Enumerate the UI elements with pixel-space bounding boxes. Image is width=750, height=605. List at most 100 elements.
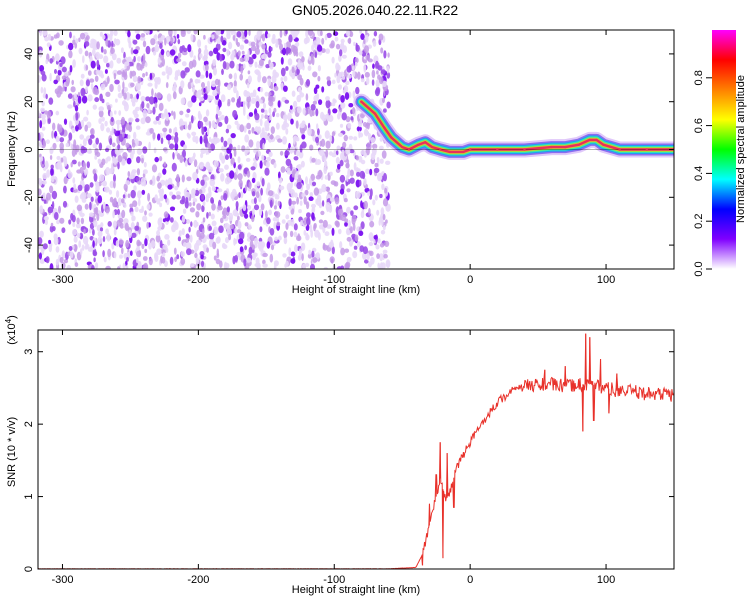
noise-blob: [314, 51, 318, 59]
noise-blob: [122, 152, 128, 160]
noise-blob: [142, 256, 148, 261]
noise-blob: [104, 69, 108, 74]
noise-blob: [363, 128, 368, 136]
noise-blob: [200, 254, 204, 260]
noise-blob: [156, 248, 162, 255]
noise-blob: [109, 33, 113, 42]
noise-blob: [41, 126, 46, 131]
noise-blob: [221, 155, 226, 164]
noise-blob: [120, 116, 126, 126]
noise-blob: [331, 246, 335, 255]
noise-blob: [244, 134, 250, 143]
noise-blob: [129, 203, 134, 209]
noise-blob: [382, 198, 389, 207]
noise-blob: [238, 179, 243, 188]
snr-ytick-label: 3: [23, 349, 35, 355]
noise-blob: [332, 108, 338, 114]
noise-blob: [132, 148, 136, 155]
noise-blob: [331, 131, 336, 137]
noise-blob: [347, 38, 352, 44]
noise-blob: [264, 91, 269, 97]
noise-blob: [45, 59, 48, 65]
noise-blob: [364, 259, 369, 264]
noise-blob: [216, 105, 220, 114]
noise-blob: [153, 120, 158, 125]
noise-blob: [49, 155, 53, 160]
noise-blob: [111, 242, 115, 250]
noise-blob: [334, 72, 337, 78]
noise-blob: [90, 196, 94, 202]
spectrogram-xlabel: Height of straight line (km): [292, 284, 420, 296]
noise-blob: [178, 230, 182, 237]
noise-blob: [262, 263, 268, 268]
noise-blob: [71, 159, 77, 165]
noise-blob: [352, 251, 358, 259]
noise-blob: [191, 95, 197, 103]
noise-blob: [189, 207, 195, 213]
noise-blob: [52, 122, 56, 131]
colorbar-axes: 0.0 0.2 0.4 0.6 0.8: [693, 70, 712, 277]
noise-blob: [132, 200, 138, 208]
noise-blob: [288, 247, 292, 256]
noise-blob: [256, 31, 261, 41]
noise-blob: [89, 78, 95, 83]
snr-multiplier-exp: 4: [4, 318, 13, 323]
noise-blob: [181, 50, 188, 56]
noise-blob: [311, 212, 315, 221]
noise-blob: [186, 132, 190, 137]
noise-blob: [273, 107, 277, 113]
noise-blob: [254, 61, 258, 68]
noise-blob: [137, 190, 142, 199]
noise-blob: [235, 37, 238, 46]
noise-blob: [120, 47, 124, 54]
noise-blob: [186, 108, 191, 114]
noise-blob: [346, 236, 352, 242]
noise-blob: [208, 186, 212, 193]
noise-blob: [345, 80, 350, 86]
noise-blob: [386, 71, 391, 79]
noise-blob: [127, 147, 132, 153]
noise-blob: [287, 58, 293, 66]
noise-blob: [242, 204, 247, 212]
noise-blob: [123, 92, 127, 100]
noise-blob: [367, 191, 370, 196]
noise-blob: [97, 230, 103, 238]
noise-blob: [211, 185, 216, 192]
ridge-point: [430, 145, 434, 149]
noise-blob: [105, 147, 110, 153]
noise-blob: [92, 143, 98, 149]
noise-blob: [77, 161, 81, 167]
noise-blob: [314, 229, 320, 238]
noise-blob: [140, 33, 146, 38]
noise-blob: [312, 71, 318, 78]
noise-blob: [68, 246, 73, 251]
noise-blob: [181, 61, 187, 67]
noise-blob: [321, 86, 325, 93]
noise-blob: [243, 89, 248, 97]
noise-blob: [125, 239, 130, 248]
noise-blob: [171, 135, 174, 141]
noise-blob: [301, 134, 306, 140]
noise-blob: [274, 236, 278, 242]
noise-blob: [288, 205, 293, 210]
noise-blob: [354, 234, 359, 242]
noise-blob: [121, 71, 126, 78]
noise-blob: [255, 257, 260, 266]
noise-blob: [335, 156, 340, 165]
noise-blob: [366, 252, 370, 261]
noise-blob: [261, 154, 265, 162]
noise-blob: [163, 161, 167, 167]
noise-blob: [70, 213, 74, 221]
noise-blob: [130, 170, 136, 179]
noise-blob: [58, 205, 61, 214]
noise-blob: [348, 135, 354, 140]
noise-blob: [331, 79, 336, 85]
noise-blob: [237, 164, 242, 170]
noise-blob: [257, 75, 261, 83]
noise-blob: [136, 93, 140, 100]
noise-blob: [130, 47, 134, 55]
noise-blob: [160, 255, 163, 264]
noise-blob: [324, 231, 330, 237]
noise-blob: [119, 147, 124, 153]
